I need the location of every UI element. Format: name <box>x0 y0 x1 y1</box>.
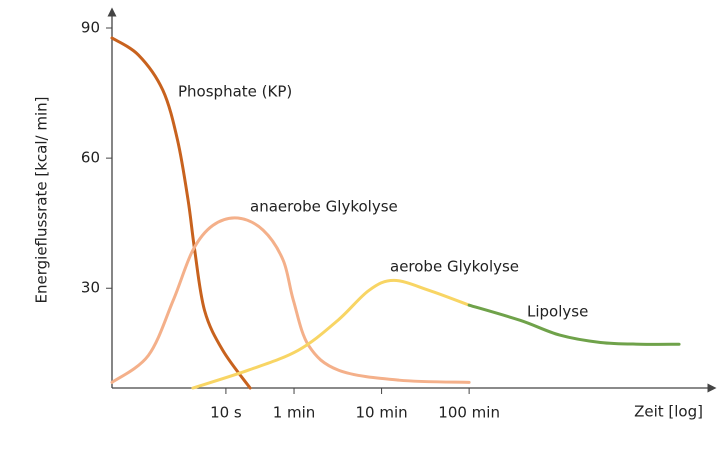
y-axis-title: Energieflussrate [kcal/ min] <box>33 97 51 304</box>
x-tick-label: 1 min <box>273 404 316 422</box>
series-label: Phosphate (KP) <box>178 83 292 101</box>
series-line <box>191 278 471 390</box>
series-label: Lipolyse <box>527 303 588 321</box>
series-line <box>110 216 471 384</box>
x-tick-label: 10 s <box>210 404 242 422</box>
y-tick-label: 60 <box>81 149 100 167</box>
series-label: aerobe Glykolyse <box>390 258 519 276</box>
y-tick-label: 90 <box>81 19 100 37</box>
x-axis-title: Zeit [log] <box>634 403 703 421</box>
x-tick-label: 100 min <box>438 404 500 422</box>
series-label: anaerobe Glykolyse <box>250 198 398 216</box>
series-line <box>467 303 681 346</box>
y-tick-label: 30 <box>81 279 100 297</box>
x-tick-label: 10 min <box>355 404 407 422</box>
series-line <box>110 36 252 390</box>
